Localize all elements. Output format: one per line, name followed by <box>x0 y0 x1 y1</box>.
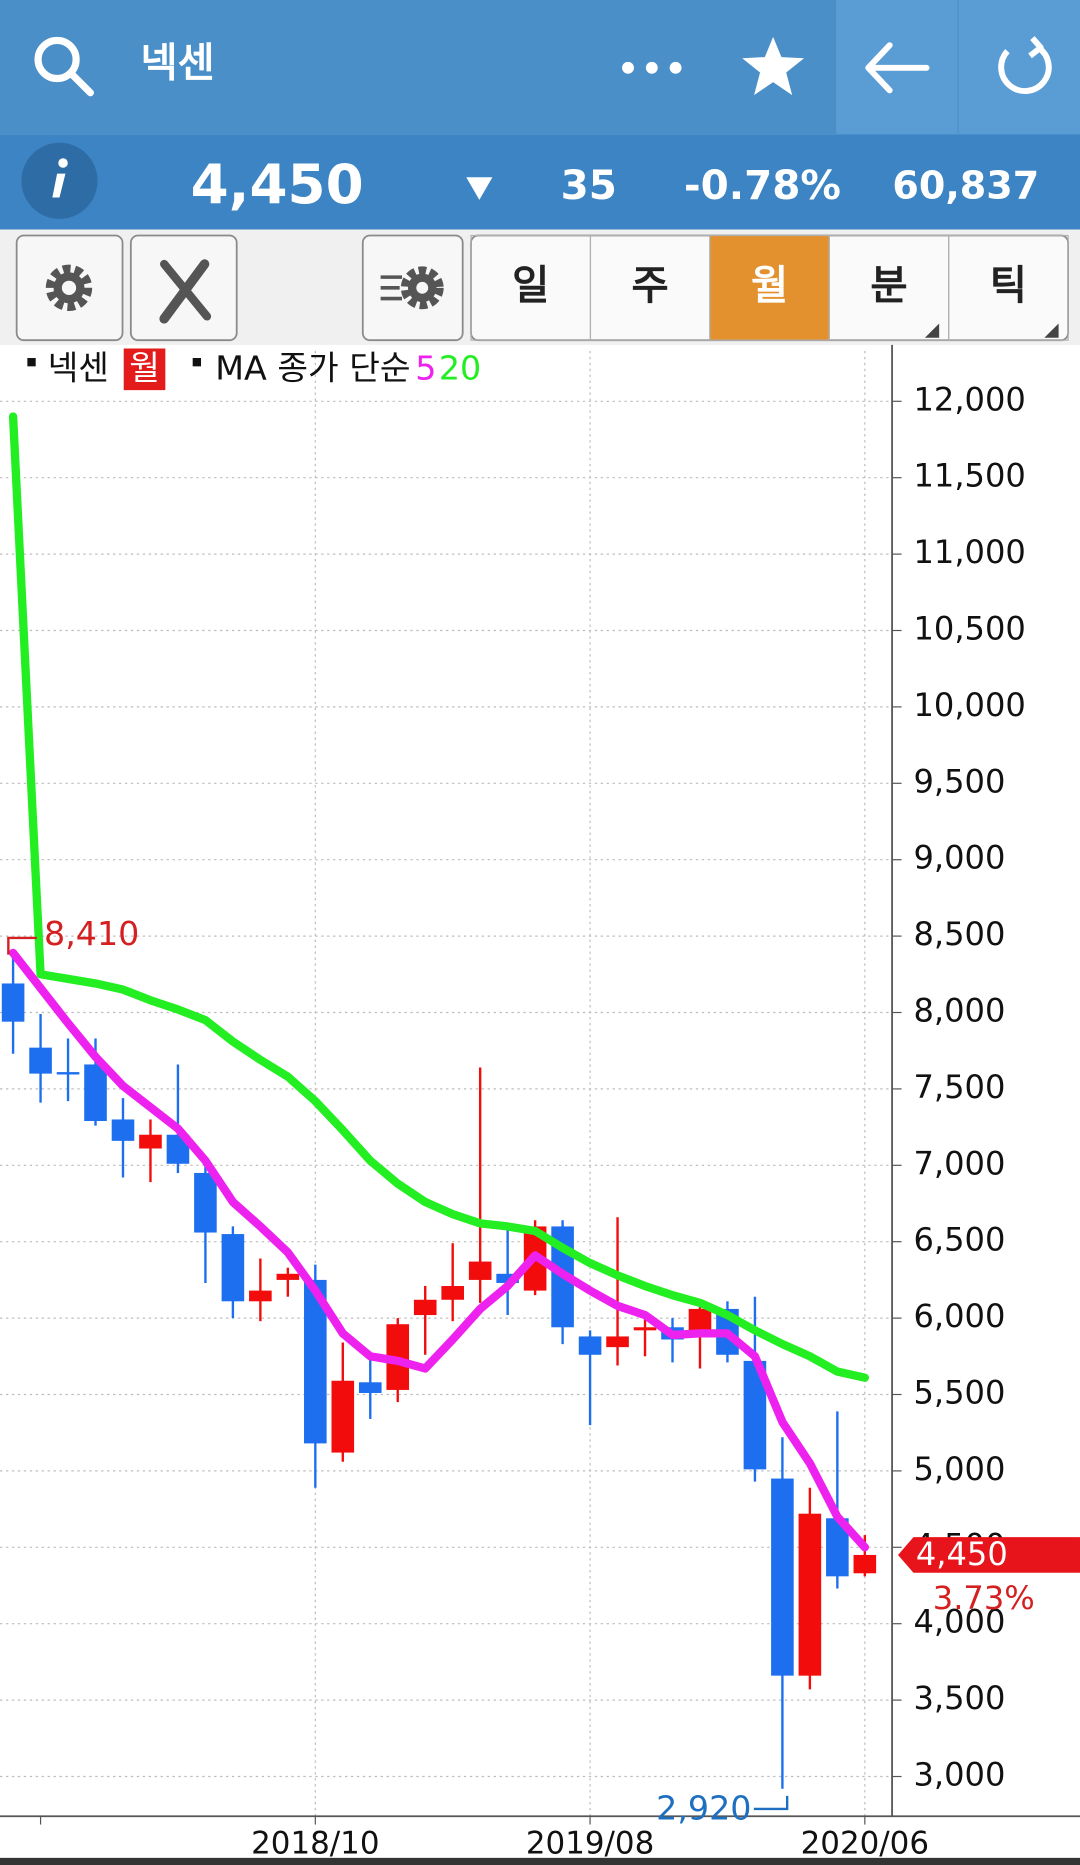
y-tick-label: 9,500 <box>913 762 1005 800</box>
search-icon[interactable] <box>34 36 94 97</box>
legend: 넥센 월 MA 종가 단순 5 20 <box>27 348 481 391</box>
tab-label: 월 <box>751 261 788 309</box>
legend-period-bg <box>123 348 166 391</box>
candle-body <box>606 1336 629 1348</box>
y-tick-label: 5,000 <box>913 1450 1005 1488</box>
tab-dropdown-mark <box>924 323 940 338</box>
indicator-settings-button[interactable] <box>361 234 464 342</box>
candle-body <box>166 1134 190 1164</box>
high-label: 8,410 <box>44 914 139 953</box>
candle-body <box>221 1234 245 1302</box>
candle-body <box>413 1299 437 1316</box>
bottom-edge <box>0 1857 1080 1865</box>
y-tick-label: 8,000 <box>913 992 1005 1030</box>
legend-entry: 20 <box>439 348 481 387</box>
y-tick-label: 5,500 <box>913 1374 1005 1412</box>
high-marker <box>7 936 37 955</box>
price-change: 35 <box>561 161 617 209</box>
legend-period: 월 <box>129 348 160 387</box>
y-tick-label: 10,000 <box>913 686 1025 724</box>
candle-body <box>276 1273 300 1280</box>
y-tick-label: 3,500 <box>913 1679 1005 1717</box>
low-label: 2,920 <box>656 1789 751 1828</box>
y-tick-label: 6,000 <box>913 1297 1005 1335</box>
y-tick-label: 3,000 <box>913 1756 1005 1794</box>
last-change-label: 3.73% <box>933 1579 1035 1617</box>
candle-body <box>688 1308 712 1335</box>
candle-body <box>194 1172 217 1233</box>
candle-body <box>249 1290 272 1302</box>
y-tick-label: 9,000 <box>913 839 1005 877</box>
favorite-icon[interactable] <box>742 36 805 96</box>
y-tick-label: 12,000 <box>913 380 1025 418</box>
y-tick-label: 11,000 <box>913 533 1025 571</box>
candle-body <box>633 1327 657 1331</box>
refresh-icon <box>998 36 1052 94</box>
down-arrow <box>466 177 493 200</box>
x-tick-label: 2018/10 <box>251 1825 379 1861</box>
candle-body <box>578 1336 602 1355</box>
tab-dropdown-mark <box>1044 323 1059 338</box>
legend-ma-label: MA 종가 단순 <box>215 348 410 387</box>
candle-body <box>826 1518 849 1577</box>
candle-body <box>771 1478 794 1676</box>
candle-body <box>798 1513 822 1676</box>
candle-body <box>56 1072 80 1075</box>
candle-body <box>358 1382 382 1393</box>
tools-button[interactable] <box>129 234 238 342</box>
candle-body <box>331 1380 355 1453</box>
y-tick-label: 6,500 <box>913 1221 1005 1259</box>
stock-name: 넥센 <box>140 38 214 86</box>
legend-entry: 5 <box>415 348 436 387</box>
x-tick-label: 2020/06 <box>801 1825 929 1861</box>
legend-marker <box>192 358 202 367</box>
chart-area <box>0 344 1080 1862</box>
more-icon[interactable] <box>622 61 682 74</box>
tab[interactable] <box>709 234 830 341</box>
candle-body <box>304 1279 327 1444</box>
tab-label: 주 <box>632 261 669 309</box>
y-tick-label: 11,500 <box>913 457 1025 495</box>
y-tick-label: 4,000 <box>913 1603 1005 1641</box>
current-price: 4,450 <box>191 152 364 216</box>
candle-body <box>29 1047 52 1074</box>
last-price-tag <box>898 1537 1080 1573</box>
tab-label: 틱 <box>990 261 1027 309</box>
candle-body <box>111 1119 135 1141</box>
back-icon <box>865 42 930 94</box>
refresh-button[interactable] <box>958 0 1080 135</box>
candle-body <box>853 1554 877 1574</box>
candle-body <box>441 1286 464 1300</box>
moving-average-line <box>8 412 869 1382</box>
quote-bar <box>0 134 1080 230</box>
candle-body <box>84 1064 107 1121</box>
candle-body <box>139 1134 162 1149</box>
change-percent: -0.78% <box>684 161 841 209</box>
info-button[interactable] <box>21 142 98 219</box>
candle-body <box>468 1261 492 1280</box>
tab-label: 일 <box>512 261 549 309</box>
x-tick-label: 2019/08 <box>526 1825 654 1861</box>
candle-body <box>496 1273 519 1283</box>
last-price-label: 4,450 <box>916 1535 1008 1573</box>
candle-body <box>1 983 25 1022</box>
y-tick-label: 7,500 <box>913 1068 1005 1106</box>
y-tick-label: 10,500 <box>913 610 1025 648</box>
volume: 60,837 <box>892 163 1039 207</box>
tab-label: 분 <box>870 261 907 309</box>
y-tick-label: 8,500 <box>913 915 1005 953</box>
settings-button[interactable] <box>15 234 124 342</box>
y-tick-label: 7,000 <box>913 1144 1005 1182</box>
moving-average-line <box>8 948 869 1552</box>
legend-marker <box>27 358 36 367</box>
legend-symbol: 넥센 <box>48 348 109 387</box>
low-marker <box>753 1795 789 1811</box>
tab[interactable] <box>948 234 1069 341</box>
candle-body <box>743 1360 767 1470</box>
